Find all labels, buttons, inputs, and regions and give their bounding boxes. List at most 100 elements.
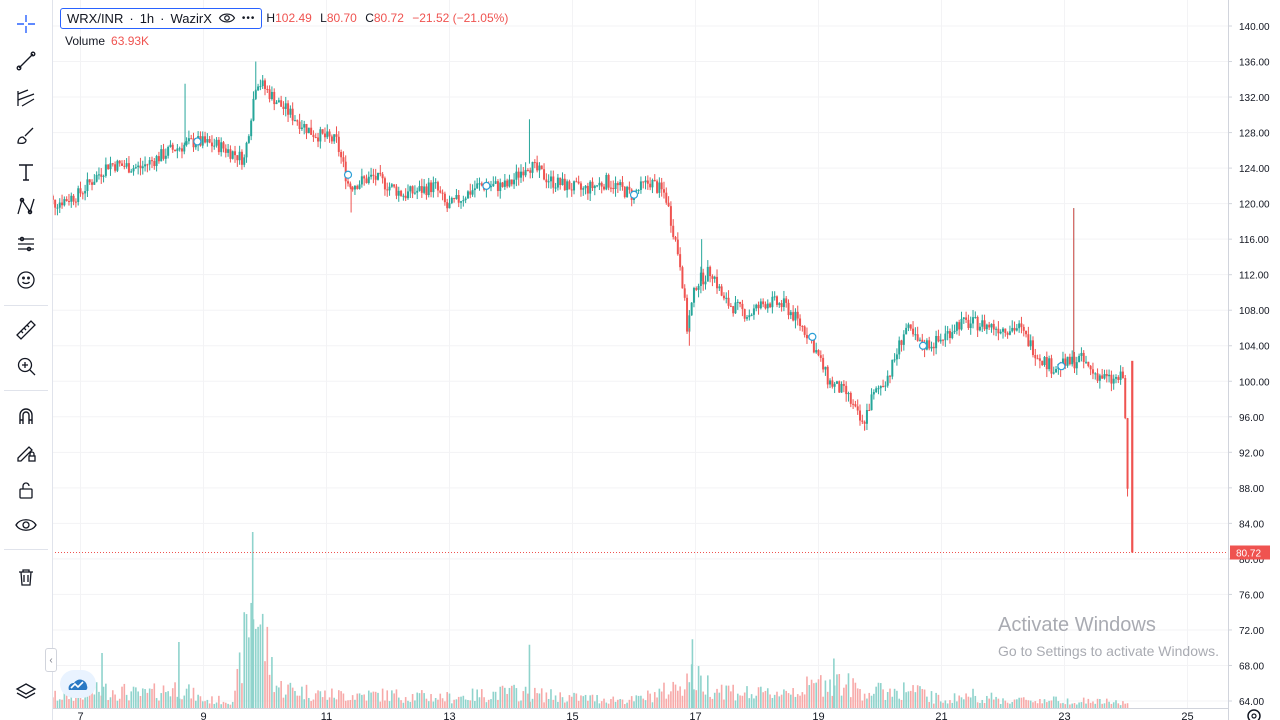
- candle-body: [386, 189, 389, 191]
- candle-body: [586, 185, 589, 194]
- candle-body: [333, 134, 336, 142]
- volume-spike: [691, 639, 694, 708]
- volume-bar: [121, 686, 123, 708]
- candle-body: [1025, 330, 1028, 335]
- volume-bar: [328, 697, 331, 708]
- candle-body: [167, 146, 170, 156]
- candle-body: [988, 324, 991, 328]
- candle-body: [736, 301, 739, 303]
- volume-bar: [566, 701, 568, 708]
- volume-bar: [1076, 704, 1078, 708]
- volume-bar: [736, 693, 739, 708]
- candle-body: [992, 323, 995, 330]
- volume-bar: [326, 699, 329, 708]
- volume-bar: [944, 700, 947, 708]
- volume-bar: [197, 694, 199, 708]
- eye-icon[interactable]: [10, 509, 42, 541]
- price-tick-label: 80.00: [1239, 555, 1264, 566]
- volume-bar: [697, 666, 700, 708]
- candle-body: [116, 160, 119, 171]
- volume-bar: [589, 695, 591, 708]
- prediction-icon[interactable]: [10, 228, 42, 260]
- candle-body: [56, 207, 59, 209]
- volume-bar: [1050, 700, 1053, 708]
- volume-bar: [610, 699, 612, 708]
- candle-body: [388, 186, 391, 191]
- volume-bar: [909, 690, 912, 708]
- candle-body: [178, 148, 181, 150]
- volume-bar: [783, 689, 785, 708]
- candle-body: [289, 108, 292, 115]
- candle-body: [400, 190, 403, 196]
- layers-icon[interactable]: [10, 676, 42, 708]
- volume-bar: [593, 701, 596, 708]
- volume-bar: [439, 693, 442, 708]
- fib-icon[interactable]: [10, 82, 42, 114]
- volume-bar: [181, 699, 183, 708]
- candle-body: [335, 134, 338, 137]
- brush-icon[interactable]: [10, 119, 42, 151]
- candle-body: [377, 172, 380, 180]
- candle-body: [547, 181, 550, 183]
- volume-bar: [421, 690, 423, 708]
- volume-bar: [614, 701, 617, 708]
- volume-bar: [409, 701, 412, 708]
- candle-body: [284, 103, 287, 109]
- candle-body: [446, 202, 449, 209]
- emoji-icon[interactable]: [10, 264, 42, 296]
- candle-body: [1073, 356, 1076, 369]
- collapse-toolbar-button[interactable]: ‹: [45, 648, 57, 672]
- candle-body: [457, 195, 460, 203]
- zoom-in-icon[interactable]: [10, 350, 42, 382]
- candle-body: [381, 174, 384, 179]
- volume-bar: [806, 676, 808, 708]
- volume-bar: [893, 688, 896, 708]
- candle-body: [859, 410, 862, 421]
- lock-icon[interactable]: [10, 474, 42, 506]
- more-options-icon[interactable]: •••: [241, 12, 256, 24]
- lock-draw-icon[interactable]: [10, 436, 42, 468]
- candle-body: [153, 160, 156, 167]
- volume-bar: [1101, 703, 1103, 708]
- candle-body: [280, 100, 283, 107]
- volume-bar: [1082, 697, 1085, 708]
- volume-bar: [621, 699, 624, 708]
- candle-body: [1015, 328, 1018, 331]
- candle-body: [404, 195, 407, 199]
- candle-body: [395, 186, 398, 196]
- text-icon[interactable]: [10, 156, 42, 188]
- volume-bar: [990, 692, 993, 708]
- volume-bar: [211, 696, 213, 708]
- candle-body: [628, 186, 631, 190]
- volume-bar: [1126, 703, 1129, 708]
- settings-gear-icon[interactable]: [1247, 709, 1261, 720]
- crosshair-icon[interactable]: [10, 8, 42, 40]
- time-tick-label: 13: [443, 711, 455, 720]
- pattern-icon[interactable]: [10, 191, 42, 223]
- trend-line-icon[interactable]: [10, 45, 42, 77]
- candle-body: [353, 185, 356, 190]
- candle-body: [118, 160, 121, 164]
- volume-bar: [504, 687, 506, 708]
- volume-bar: [803, 694, 806, 708]
- candle-body: [206, 139, 209, 143]
- volume-bar: [361, 694, 363, 708]
- volume-bar: [741, 695, 744, 708]
- magnet-icon[interactable]: [10, 400, 42, 432]
- visibility-eye-icon[interactable]: [218, 11, 236, 25]
- candle-body: [999, 331, 1002, 334]
- volume-bar: [852, 678, 854, 708]
- volume-bar: [1099, 699, 1101, 708]
- event-marker: [808, 332, 817, 341]
- symbol-box[interactable]: WRX/INR · 1h · WazirX •••: [60, 7, 263, 29]
- trash-icon[interactable]: [10, 561, 42, 593]
- volume-bar: [531, 698, 534, 708]
- volume-bar: [672, 681, 675, 708]
- volume-bar: [349, 699, 352, 708]
- volume-bar: [771, 697, 774, 708]
- candle-body: [448, 203, 451, 209]
- volume-bar: [499, 686, 502, 708]
- candle-body: [337, 136, 340, 152]
- ruler-icon[interactable]: [10, 314, 42, 346]
